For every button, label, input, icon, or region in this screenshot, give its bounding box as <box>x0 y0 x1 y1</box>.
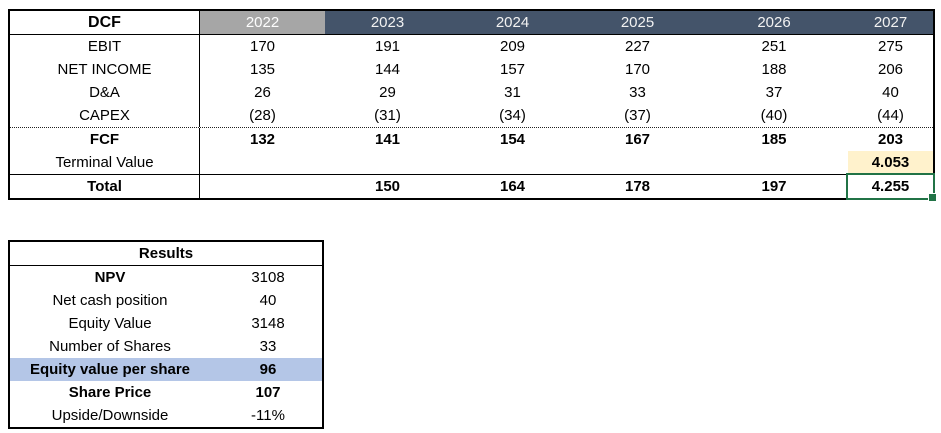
row-label-da[interactable]: D&A <box>10 81 200 104</box>
results-label-upside-downside[interactable]: Upside/Downside <box>51 407 169 424</box>
results-table: Results NPV 3108 Net cash position 40 Eq… <box>8 240 324 429</box>
year-header-2022[interactable]: 2022 <box>200 11 325 34</box>
dcf-cell[interactable] <box>575 151 700 174</box>
terminal-value-cell[interactable]: 4.053 <box>848 151 933 174</box>
results-value-equity-value-per-share[interactable]: 96 <box>259 361 277 378</box>
dcf-cell[interactable] <box>325 151 450 174</box>
year-header-2024[interactable]: 2024 <box>450 11 575 34</box>
results-row-number-of-shares: Number of Shares 33 <box>10 335 322 358</box>
dcf-cell[interactable]: 164 <box>499 178 526 195</box>
row-label-total[interactable]: Total <box>10 175 200 198</box>
dcf-cell[interactable]: 26 <box>254 84 271 101</box>
dcf-cell[interactable]: 150 <box>374 178 401 195</box>
results-row-upside-downside: Upside/Downside -11% <box>10 404 322 427</box>
results-value-number-of-shares[interactable]: 33 <box>259 338 277 355</box>
dcf-cell[interactable]: 170 <box>249 38 276 55</box>
dcf-cell[interactable]: 132 <box>249 131 276 148</box>
dcf-cell[interactable] <box>700 151 848 174</box>
results-value-net-cash[interactable]: 40 <box>259 292 277 309</box>
dcf-cell[interactable]: 209 <box>499 38 526 55</box>
results-label-equity-value[interactable]: Equity Value <box>68 315 152 332</box>
results-row-equity-value-per-share: Equity value per share 96 <box>10 358 322 381</box>
selected-cell-value: 4.255 <box>871 178 910 195</box>
year-header-2023[interactable]: 2023 <box>325 11 450 34</box>
results-row-equity-value: Equity Value 3148 <box>10 312 322 335</box>
dcf-cell[interactable] <box>200 175 325 198</box>
results-value-share-price[interactable]: 107 <box>255 384 281 401</box>
dcf-row-total: Total 150 164 178 197 4.255 <box>10 173 937 202</box>
dcf-cell[interactable]: 251 <box>761 38 787 55</box>
dcf-row-fcf: FCF 132 141 154 167 185 203 <box>10 128 933 151</box>
dcf-cell[interactable] <box>450 151 575 174</box>
results-row-net-cash: Net cash position 40 <box>10 289 322 312</box>
dcf-cell[interactable]: (40) <box>760 107 788 124</box>
results-value-npv[interactable]: 3108 <box>251 269 285 286</box>
row-label-capex[interactable]: CAPEX <box>10 104 200 127</box>
dcf-cell[interactable]: (28) <box>249 107 276 124</box>
year-header-2027[interactable]: 2027 <box>848 11 933 34</box>
dcf-cell[interactable]: 197 <box>761 178 787 195</box>
dcf-cell[interactable]: 167 <box>624 131 651 148</box>
dcf-cell[interactable]: 154 <box>499 131 526 148</box>
dcf-cell[interactable]: 188 <box>761 61 787 78</box>
dcf-cell[interactable]: 170 <box>624 61 651 78</box>
dcf-table: DCF 2022 2023 2024 2025 2026 2027 EBIT 1… <box>8 9 937 202</box>
dcf-row-terminal-value: Terminal Value 4.053 <box>10 151 933 174</box>
row-label-net-income[interactable]: NET INCOME <box>10 58 200 81</box>
results-row-share-price: Share Price 107 <box>10 381 322 404</box>
dcf-cell[interactable]: (34) <box>499 107 526 124</box>
results-label-npv[interactable]: NPV <box>94 269 126 286</box>
dcf-cell[interactable]: 37 <box>765 84 783 101</box>
row-label-ebit[interactable]: EBIT <box>10 35 200 58</box>
dcf-title-cell[interactable]: DCF <box>10 11 200 34</box>
dcf-row-da: D&A 26 29 31 33 37 40 <box>10 81 933 104</box>
dcf-cell[interactable]: 185 <box>761 131 787 148</box>
dcf-cell[interactable]: (44) <box>877 107 904 124</box>
dcf-cell[interactable]: 227 <box>624 38 651 55</box>
results-value-equity-value[interactable]: 3148 <box>251 315 285 332</box>
results-label-equity-value-per-share[interactable]: Equity value per share <box>29 361 191 378</box>
dcf-row-net-income: NET INCOME 135 144 157 170 188 206 <box>10 58 933 81</box>
dcf-cell[interactable]: 144 <box>374 61 401 78</box>
results-row-npv: NPV 3108 <box>10 266 322 289</box>
dcf-cell[interactable]: 40 <box>882 84 899 101</box>
dcf-cell[interactable]: 206 <box>877 61 904 78</box>
results-label-net-cash[interactable]: Net cash position <box>52 292 168 309</box>
dcf-cell[interactable]: 191 <box>374 38 401 55</box>
results-title-cell[interactable]: Results <box>138 245 194 262</box>
dcf-cell[interactable]: 31 <box>504 84 521 101</box>
fill-handle[interactable] <box>928 193 937 202</box>
dcf-cell[interactable]: 157 <box>499 61 526 78</box>
dcf-cell[interactable]: (31) <box>374 107 401 124</box>
dcf-cell[interactable]: 275 <box>877 38 904 55</box>
dcf-row-capex: CAPEX (28) (31) (34) (37) (40) (44) <box>10 104 933 128</box>
dcf-cell[interactable]: 33 <box>629 84 646 101</box>
dcf-cell[interactable]: 135 <box>249 61 276 78</box>
year-header-2025[interactable]: 2025 <box>575 11 700 34</box>
dcf-cell[interactable]: 203 <box>877 131 904 148</box>
selected-cell[interactable]: 4.255 <box>846 173 937 202</box>
dcf-cell[interactable]: 141 <box>374 131 401 148</box>
row-label-terminal-value[interactable]: Terminal Value <box>10 151 200 174</box>
dcf-cell[interactable] <box>200 151 325 174</box>
dcf-row-ebit: EBIT 170 191 209 227 251 275 <box>10 35 933 58</box>
dcf-header-row: DCF 2022 2023 2024 2025 2026 2027 <box>10 11 933 35</box>
dcf-cell[interactable]: 178 <box>624 178 651 195</box>
results-header-row: Results <box>10 242 322 266</box>
results-value-upside-downside[interactable]: -11% <box>251 407 285 424</box>
results-label-number-of-shares[interactable]: Number of Shares <box>49 338 171 355</box>
year-header-2026[interactable]: 2026 <box>700 11 848 34</box>
dcf-cell[interactable]: 29 <box>379 84 396 101</box>
row-label-fcf[interactable]: FCF <box>10 128 200 151</box>
dcf-cell[interactable]: (37) <box>624 107 651 124</box>
results-label-share-price[interactable]: Share Price <box>68 384 152 401</box>
